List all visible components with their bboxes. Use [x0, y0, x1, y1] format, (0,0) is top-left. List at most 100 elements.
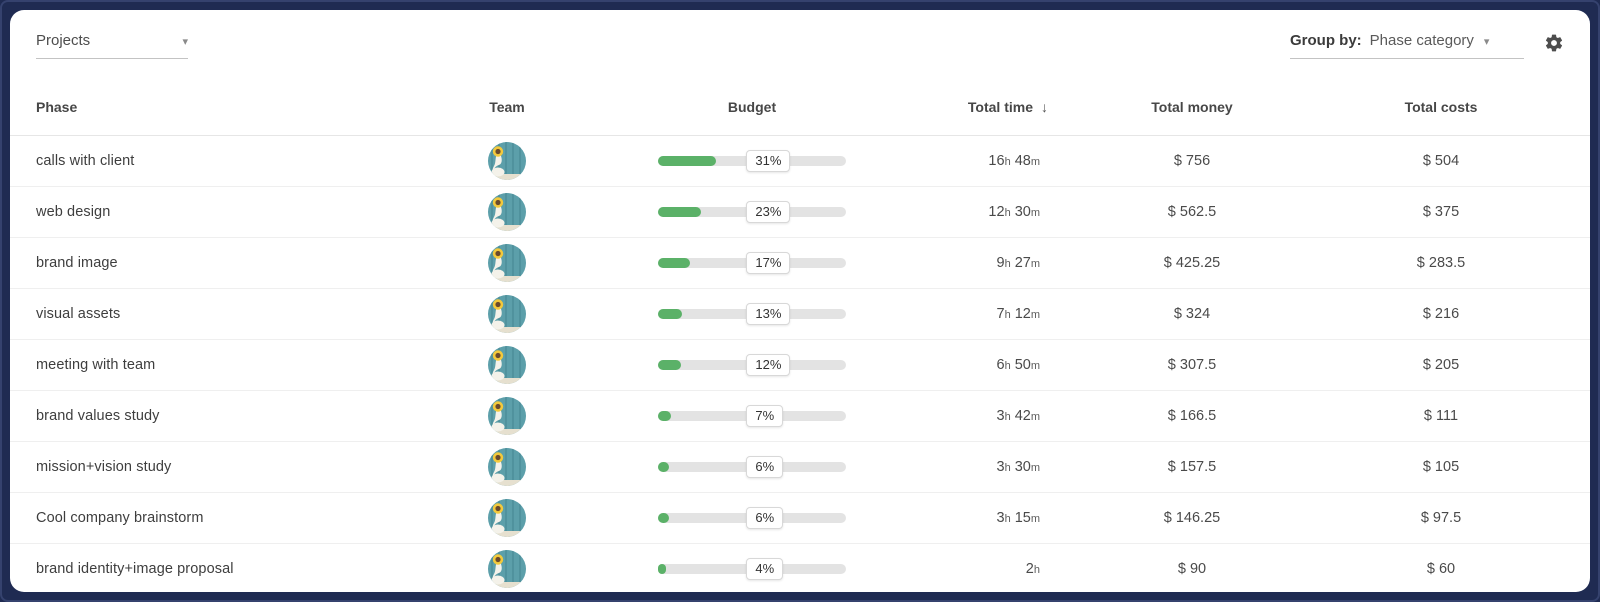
- phase-cell: brand identity+image proposal: [36, 561, 234, 577]
- settings-button[interactable]: [1544, 33, 1564, 56]
- team-avatar[interactable]: [487, 141, 527, 181]
- arrow-down-icon: ↓: [1041, 98, 1048, 115]
- budget-progress-fill: [658, 309, 683, 319]
- budget-progress-fill: [658, 360, 681, 370]
- budget-progress-fill: [658, 258, 690, 268]
- projects-dropdown[interactable]: Projects ▾: [36, 32, 188, 59]
- team-avatar[interactable]: [487, 549, 527, 589]
- table-row[interactable]: brand values study: [10, 391, 1590, 442]
- total-costs-cell: $ 283.5: [1416, 255, 1466, 271]
- budget-progressbar: 12%: [658, 354, 846, 376]
- total-costs-cell: $ 60: [1426, 561, 1456, 577]
- total-money-cell: $ 425.25: [1163, 255, 1221, 271]
- budget-percent-badge: 12%: [746, 354, 791, 376]
- budget-progressbar: 4%: [658, 558, 846, 580]
- total-money-cell: $ 157.5: [1167, 459, 1217, 475]
- budget-percent-badge: 13%: [746, 303, 791, 325]
- budget-percent-badge: 7%: [746, 405, 784, 427]
- caret-down-icon: ▾: [1483, 36, 1490, 48]
- column-header-total-time[interactable]: Total time ↓: [912, 99, 1062, 115]
- total-costs-cell: $ 111: [1423, 408, 1459, 424]
- column-header-phase[interactable]: Phase: [36, 98, 78, 115]
- budget-progressbar: 13%: [658, 303, 846, 325]
- budget-progressbar: 6%: [658, 507, 846, 529]
- table-body: calls with client: [10, 136, 1590, 592]
- team-avatar[interactable]: [487, 243, 527, 283]
- budget-progress-fill: [658, 156, 717, 166]
- table-row[interactable]: Cool company brainstorm: [10, 493, 1590, 544]
- team-avatar[interactable]: [487, 192, 527, 232]
- total-costs-cell: $ 375: [1422, 204, 1460, 220]
- budget-cell: 6%: [592, 507, 912, 529]
- team-cell: [422, 549, 592, 589]
- budget-cell: 13%: [592, 303, 912, 325]
- team-avatar[interactable]: [487, 396, 527, 436]
- team-avatar[interactable]: [487, 498, 527, 538]
- team-cell: [422, 447, 592, 487]
- phase-cell: brand values study: [36, 408, 160, 424]
- phase-cell: visual assets: [36, 306, 121, 322]
- team-cell: [422, 498, 592, 538]
- budget-progress-fill: [658, 411, 672, 421]
- phase-cell: meeting with team: [36, 357, 156, 373]
- phase-cell: calls with client: [36, 153, 135, 169]
- toolbar: Projects ▾ Group by: Phase category ▾: [10, 10, 1590, 78]
- group-by-dropdown[interactable]: Group by: Phase category ▾: [1290, 32, 1524, 59]
- total-costs-cell: $ 97.5: [1420, 510, 1462, 526]
- budget-cell: 7%: [592, 405, 912, 427]
- budget-cell: 12%: [592, 354, 912, 376]
- total-time-cell: 16h 48m: [988, 153, 1040, 169]
- gear-icon: [1544, 34, 1564, 56]
- budget-cell: 17%: [592, 252, 912, 274]
- team-cell: [422, 192, 592, 232]
- team-avatar[interactable]: [487, 294, 527, 334]
- budget-progressbar: 17%: [658, 252, 846, 274]
- total-time-cell: 2h: [1025, 561, 1040, 577]
- table-row[interactable]: brand identity+image proposal: [10, 544, 1590, 592]
- total-costs-cell: $ 216: [1422, 306, 1460, 322]
- total-money-cell: $ 307.5: [1167, 357, 1217, 373]
- group-by-value: Phase category: [1369, 32, 1474, 49]
- table-row[interactable]: calls with client: [10, 136, 1590, 187]
- budget-progressbar: 7%: [658, 405, 846, 427]
- caret-down-icon: ▾: [182, 36, 188, 48]
- total-time-cell: 3h 30m: [996, 459, 1040, 475]
- total-time-cell: 12h 30m: [988, 204, 1040, 220]
- budget-cell: 4%: [592, 558, 912, 580]
- column-header-total-costs[interactable]: Total costs: [1404, 98, 1478, 115]
- budget-cell: 23%: [592, 201, 912, 223]
- team-cell: [422, 345, 592, 385]
- table-header: Phase Team Budget Total time ↓ Total mone…: [10, 78, 1590, 136]
- total-costs-cell: $ 105: [1422, 459, 1460, 475]
- phase-cell: mission+vision study: [36, 459, 172, 475]
- budget-percent-badge: 23%: [746, 201, 791, 223]
- phase-cell: brand image: [36, 255, 118, 271]
- budget-progress-fill: [658, 462, 670, 472]
- column-header-team[interactable]: Team: [489, 98, 525, 115]
- budget-progress-fill: [658, 564, 666, 574]
- team-cell: [422, 141, 592, 181]
- total-money-cell: $ 166.5: [1167, 408, 1217, 424]
- total-money-cell: $ 756: [1173, 153, 1211, 169]
- team-avatar[interactable]: [487, 447, 527, 487]
- table-row[interactable]: mission+vision study: [10, 442, 1590, 493]
- phase-cell: web design: [36, 204, 111, 220]
- table-row[interactable]: web design: [10, 187, 1590, 238]
- budget-cell: 31%: [592, 150, 912, 172]
- budget-cell: 6%: [592, 456, 912, 478]
- projects-dropdown-label: Projects: [36, 32, 91, 49]
- report-card: Projects ▾ Group by: Phase category ▾ Ph…: [10, 10, 1590, 592]
- column-header-budget[interactable]: Budget: [727, 98, 777, 115]
- table-row[interactable]: brand image: [10, 238, 1590, 289]
- table-row[interactable]: meeting with team: [10, 340, 1590, 391]
- table-row[interactable]: visual assets: [10, 289, 1590, 340]
- team-avatar[interactable]: [487, 345, 527, 385]
- budget-percent-badge: 6%: [746, 507, 784, 529]
- budget-percent-badge: 6%: [746, 456, 784, 478]
- total-time-cell: 7h 12m: [996, 306, 1040, 322]
- column-header-total-money[interactable]: Total money: [1151, 98, 1233, 115]
- budget-progress-fill: [658, 513, 670, 523]
- total-money-cell: $ 562.5: [1167, 204, 1217, 220]
- phase-cell: Cool company brainstorm: [36, 510, 204, 526]
